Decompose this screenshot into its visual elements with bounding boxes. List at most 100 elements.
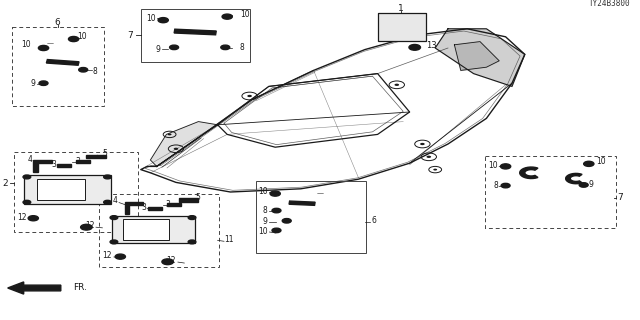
Polygon shape: [435, 29, 525, 86]
Text: 9: 9: [262, 217, 268, 226]
Circle shape: [394, 84, 399, 86]
Text: 11: 11: [224, 235, 234, 244]
Bar: [141, 9, 250, 62]
Polygon shape: [125, 202, 143, 214]
Circle shape: [158, 18, 168, 23]
Text: 2: 2: [3, 179, 8, 188]
Text: 12: 12: [102, 252, 112, 260]
Circle shape: [221, 45, 230, 50]
Circle shape: [104, 175, 111, 179]
Circle shape: [23, 175, 31, 179]
Bar: [24, 175, 111, 204]
Text: 3: 3: [141, 203, 146, 212]
Polygon shape: [520, 167, 538, 179]
Text: —: —: [47, 41, 53, 46]
Circle shape: [23, 200, 31, 204]
Circle shape: [38, 45, 49, 51]
Circle shape: [426, 156, 431, 158]
Text: 3: 3: [76, 157, 81, 166]
Text: 12: 12: [17, 213, 27, 222]
Text: 8: 8: [263, 206, 268, 215]
Circle shape: [104, 200, 111, 204]
Bar: [37, 179, 85, 200]
Text: 9: 9: [155, 45, 160, 54]
Circle shape: [584, 161, 594, 166]
Text: 12: 12: [85, 221, 95, 230]
Polygon shape: [179, 198, 198, 202]
Text: 5: 5: [102, 149, 108, 158]
Polygon shape: [76, 160, 90, 163]
Text: 10: 10: [258, 187, 268, 196]
Circle shape: [170, 45, 179, 50]
Circle shape: [272, 228, 281, 233]
Bar: [99, 194, 219, 267]
Polygon shape: [86, 155, 106, 158]
Polygon shape: [148, 207, 162, 210]
Text: 10: 10: [240, 10, 250, 19]
Circle shape: [282, 219, 291, 223]
Text: 10: 10: [258, 227, 268, 236]
Bar: [14, 152, 138, 232]
Polygon shape: [566, 173, 582, 184]
Bar: [378, 13, 426, 41]
Circle shape: [28, 216, 38, 221]
Text: 8: 8: [493, 181, 498, 190]
Polygon shape: [289, 201, 315, 205]
Text: 9: 9: [30, 79, 35, 88]
Circle shape: [68, 36, 79, 42]
Polygon shape: [150, 122, 218, 166]
Circle shape: [420, 143, 425, 145]
Polygon shape: [57, 164, 71, 167]
Text: 8: 8: [93, 67, 97, 76]
Text: 7: 7: [127, 31, 132, 40]
Text: 4: 4: [112, 196, 117, 205]
Circle shape: [110, 216, 118, 220]
Text: 5: 5: [195, 193, 200, 202]
Circle shape: [79, 68, 88, 72]
Text: 8: 8: [240, 43, 244, 52]
Text: —: —: [317, 191, 323, 196]
Text: 6: 6: [371, 216, 376, 225]
Text: FR.: FR.: [74, 284, 88, 292]
Text: 9: 9: [589, 180, 594, 189]
Polygon shape: [33, 160, 52, 172]
Circle shape: [247, 95, 252, 97]
Circle shape: [579, 183, 588, 187]
Polygon shape: [167, 203, 181, 206]
Circle shape: [162, 259, 173, 265]
Text: 10: 10: [596, 157, 606, 166]
Polygon shape: [454, 42, 499, 70]
Text: 3: 3: [165, 200, 170, 209]
Text: 12: 12: [166, 256, 176, 265]
Circle shape: [222, 14, 232, 19]
Bar: [485, 156, 616, 228]
Circle shape: [173, 148, 179, 150]
Text: 10: 10: [146, 14, 156, 23]
Circle shape: [168, 133, 172, 135]
Polygon shape: [174, 29, 216, 35]
Bar: [123, 219, 169, 240]
Circle shape: [188, 216, 196, 220]
Circle shape: [115, 254, 125, 259]
Text: 13: 13: [426, 41, 436, 50]
Bar: [12, 27, 104, 106]
Circle shape: [500, 164, 511, 169]
Circle shape: [110, 240, 118, 244]
Text: 10: 10: [488, 161, 498, 170]
Text: 10: 10: [77, 32, 86, 41]
Bar: [256, 181, 366, 253]
Circle shape: [501, 183, 510, 188]
Text: 1: 1: [399, 4, 404, 13]
Circle shape: [270, 191, 280, 196]
Text: 4: 4: [27, 155, 32, 164]
Circle shape: [39, 81, 48, 85]
Text: TY24B3800: TY24B3800: [589, 0, 630, 8]
Text: 3: 3: [51, 160, 56, 169]
Circle shape: [272, 208, 281, 213]
Circle shape: [409, 44, 420, 50]
Circle shape: [433, 169, 437, 171]
Text: 7: 7: [618, 193, 623, 202]
Text: 10: 10: [21, 40, 31, 49]
FancyArrow shape: [8, 282, 61, 294]
Polygon shape: [46, 60, 79, 65]
